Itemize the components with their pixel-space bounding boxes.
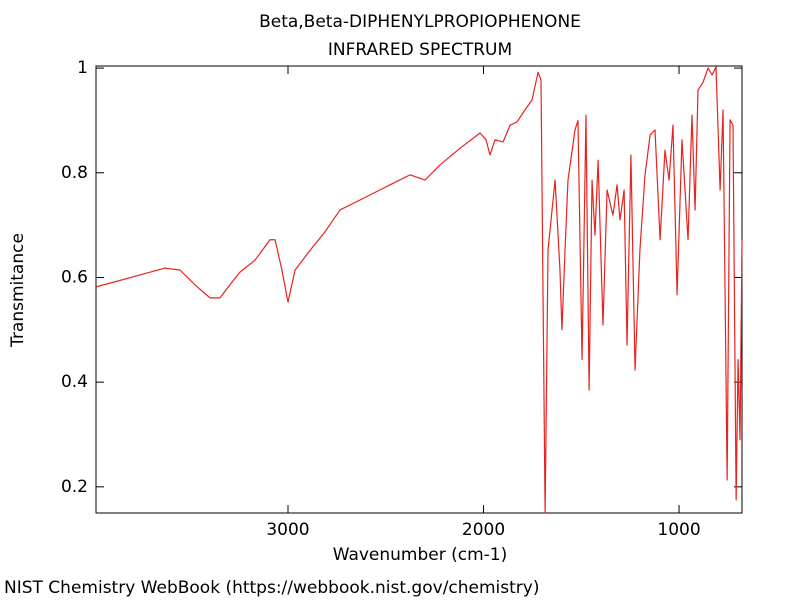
y-tick-label: 0.4 [61,372,88,392]
chart-subtitle: INFRARED SPECTRUM [328,40,512,60]
chart-title: Beta,Beta-DIPHENYLPROPIOPHENONE [259,12,581,32]
x-axis-label: Wavenumber (cm-1) [333,545,508,565]
y-tick-label: 0.8 [61,163,88,183]
y-tick-label: 0.6 [61,267,88,287]
x-tick-label: 3000 [266,520,309,540]
y-tick-label: 0.2 [61,477,88,497]
x-tick-label: 1000 [657,520,700,540]
spectrum-line [95,66,743,514]
footer: NIST Chemistry WebBook (https://webbook.… [4,578,539,598]
plot-frame [95,65,743,514]
y-tick-label: 1 [77,58,88,78]
y-axis-label: Transmitance [8,233,28,348]
x-tick-label: 2000 [462,520,505,540]
